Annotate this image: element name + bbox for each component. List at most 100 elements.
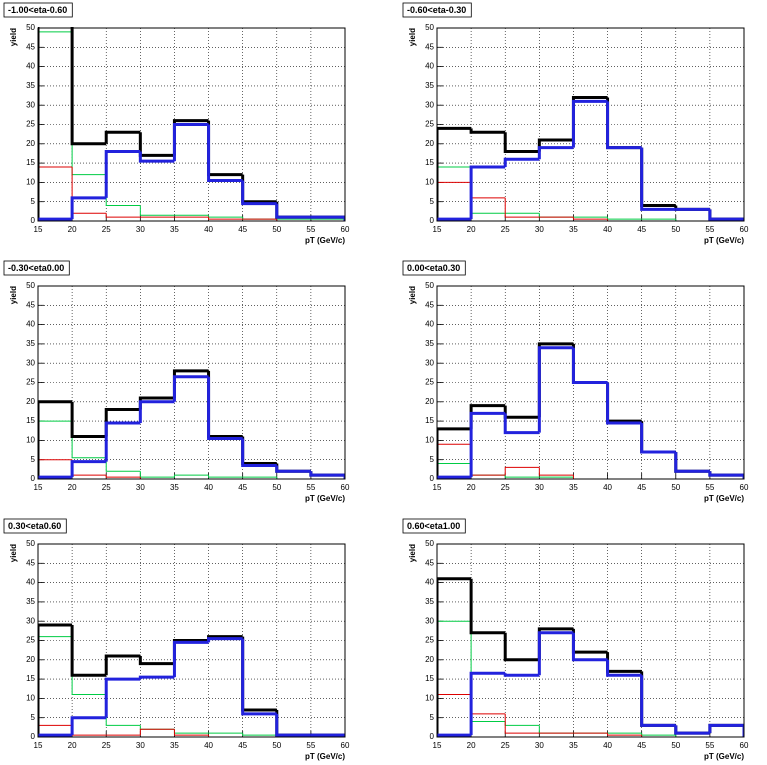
hist-bin [437, 620, 472, 737]
y-tick-label: 25 [26, 636, 35, 645]
y-tick-label: 35 [425, 339, 434, 348]
hist-bin [310, 218, 345, 221]
title-box [402, 260, 466, 276]
hist-bin [275, 203, 311, 219]
hist-bin [38, 724, 73, 737]
x-tick-label: 35 [569, 483, 578, 492]
hist-bin [504, 713, 540, 734]
hist-bin [138, 400, 175, 424]
hist-bin [70, 716, 107, 736]
y-tick-label: 45 [425, 42, 434, 51]
y-tick-label: 5 [430, 455, 435, 464]
hist-bin [437, 217, 472, 221]
x-tick-label: 45 [238, 741, 247, 750]
panel: 0 5 10 15 20 25 30 35 40 45 50 15 20 25 30 35 40 45 50 55 60… [3, 260, 350, 503]
frame [37, 27, 346, 222]
x-tick-label: 50 [671, 483, 680, 492]
y-tick-label: 20 [425, 139, 434, 148]
panel: 0 5 10 15 20 25 30 35 40 45 50 15 20 25 30 35 40 45 50 55 60… [402, 2, 749, 245]
hist-bin [640, 147, 676, 211]
y-axis-label: yield [408, 544, 417, 562]
hist-bin [640, 675, 676, 727]
x-tick-label: 25 [501, 483, 510, 492]
hist-bin [38, 31, 73, 221]
hist-bin [207, 376, 243, 440]
y-tick-label: 50 [26, 23, 35, 32]
hist-bin [437, 577, 472, 737]
x-tick-label: 20 [467, 741, 476, 750]
y-tick-label: 15 [26, 416, 35, 425]
y-tick-label: 40 [26, 320, 35, 329]
x-tick-label: 25 [102, 225, 111, 234]
hist-bin [607, 219, 642, 221]
x-tick-label: 55 [705, 225, 714, 234]
y-tick-label: 10 [26, 436, 35, 445]
y-tick-label: 0 [430, 474, 435, 483]
y-tick-label: 20 [26, 655, 35, 664]
hist-bin [504, 475, 540, 478]
hist-bin [139, 728, 175, 736]
hist-bin [537, 146, 574, 160]
x-tick-label: 55 [705, 483, 714, 492]
hist-bin [138, 675, 175, 680]
chart-title: -1.00<eta-0.60 [8, 5, 67, 15]
x-tick-label: 15 [34, 483, 43, 492]
histograms [437, 342, 744, 479]
hist-bin [469, 128, 506, 134]
x-tick-label: 35 [170, 741, 179, 750]
y-tick-label: 40 [26, 62, 35, 71]
y-tick-label: 30 [425, 616, 434, 625]
hist-bin [571, 632, 608, 662]
y-tick-label: 35 [26, 339, 35, 348]
y-axis-label: yield [9, 544, 18, 562]
hist-bin [675, 735, 710, 737]
histograms [38, 369, 345, 479]
hist-bin [104, 677, 141, 718]
y-tick-label: 50 [26, 539, 35, 548]
hist-bin [276, 477, 311, 479]
hist-bin [504, 466, 540, 476]
x-tick-label: 45 [238, 225, 247, 234]
hist-bin [503, 157, 540, 167]
hist-bin [708, 471, 744, 479]
hist-bin [70, 625, 107, 677]
hist-bin [173, 474, 209, 478]
x-tick-label: 35 [170, 483, 179, 492]
y-tick-label: 25 [425, 378, 434, 387]
hist-bin [469, 578, 506, 635]
y-tick-label: 40 [425, 578, 434, 587]
panel: 0 5 10 15 20 25 30 35 40 45 50 15 20 25 30 35 40 45 50 55 60… [3, 2, 350, 245]
chart-title: -0.60<eta-0.30 [407, 5, 466, 15]
hist-bin [208, 217, 243, 220]
x-tick-label: 45 [637, 741, 646, 750]
hist-bin [675, 219, 710, 221]
hist-bin [469, 411, 506, 478]
x-tick-label: 30 [535, 483, 544, 492]
x-tick-label: 60 [740, 483, 749, 492]
y-tick-label: 15 [425, 416, 434, 425]
x-tick-label: 60 [341, 225, 350, 234]
x-tick-label: 50 [671, 225, 680, 234]
x-tick-label: 30 [136, 483, 145, 492]
panel: 0 5 10 15 20 25 30 35 40 45 50 15 20 25 30 35 40 45 50 55 60… [402, 260, 749, 503]
y-tick-label: 45 [425, 300, 434, 309]
hist-bin [139, 205, 175, 216]
hist-bin [138, 655, 175, 666]
y-tick-label: 25 [26, 378, 35, 387]
x-tick-label: 25 [102, 741, 111, 750]
title-box [3, 260, 70, 276]
y-tick-label: 45 [26, 300, 35, 309]
hist-bin [503, 413, 540, 435]
hist-bin [504, 197, 540, 218]
x-tick-label: 30 [136, 741, 145, 750]
hist-bin [309, 471, 345, 479]
hist-bin [138, 151, 175, 163]
y-tick-label: 5 [31, 455, 36, 464]
x-tick-label: 50 [272, 225, 281, 234]
x-axis-label: pT (GeV/c) [704, 236, 744, 245]
chart-title: -0.30<eta0.00 [8, 263, 64, 273]
y-tick-label: 40 [425, 320, 434, 329]
hist-bin [708, 209, 744, 221]
x-tick-label: 40 [204, 225, 213, 234]
x-tick-label: 30 [535, 225, 544, 234]
